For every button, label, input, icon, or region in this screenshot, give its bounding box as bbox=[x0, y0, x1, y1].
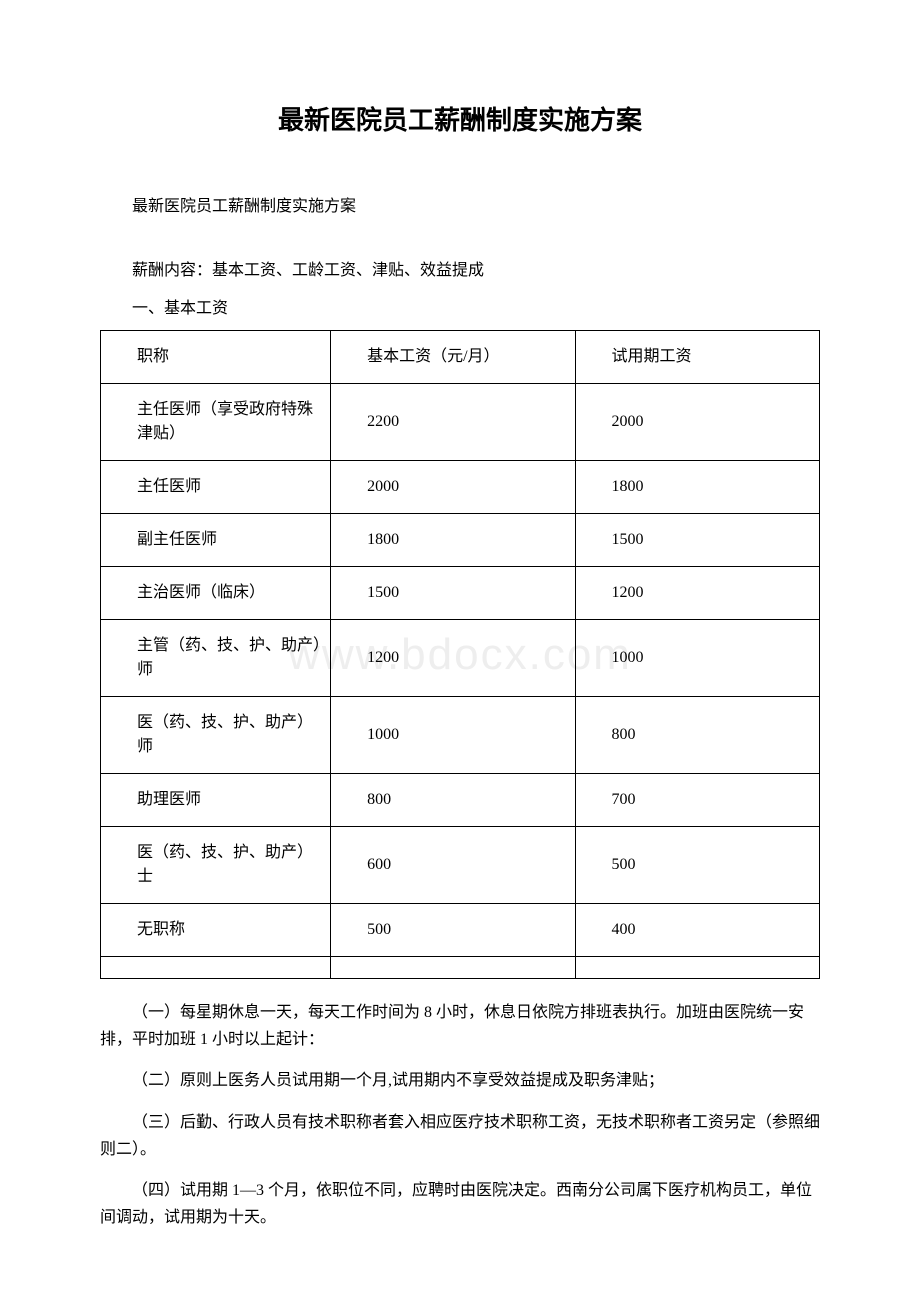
cell-trial: 1000 bbox=[575, 620, 819, 697]
cell-salary: 2000 bbox=[331, 461, 575, 514]
cell-trial: 400 bbox=[575, 904, 819, 957]
table-empty-row bbox=[101, 957, 820, 979]
empty-cell bbox=[575, 957, 819, 979]
table-row: 主任医师（享受政府特殊津贴） 2200 2000 bbox=[101, 384, 820, 461]
section-heading: 一、基本工资 bbox=[100, 294, 820, 318]
subtitle: 最新医院员工薪酬制度实施方案 bbox=[100, 192, 820, 216]
salary-table: 职称 基本工资（元/月） 试用期工资 主任医师（享受政府特殊津贴） 2200 2… bbox=[100, 330, 820, 979]
cell-title: 助理医师 bbox=[101, 774, 331, 827]
table-row: 主管（药、技、护、助产）师 1200 1000 bbox=[101, 620, 820, 697]
cell-salary: 800 bbox=[331, 774, 575, 827]
cell-trial: 1200 bbox=[575, 567, 819, 620]
paragraph-3: （三）后勤、行政人员有技术职称者套入相应医疗技术职称工资，无技术职称者工资另定（… bbox=[100, 1109, 820, 1163]
cell-title: 主治医师（临床） bbox=[101, 567, 331, 620]
cell-trial: 700 bbox=[575, 774, 819, 827]
cell-title: 副主任医师 bbox=[101, 514, 331, 567]
cell-title: 医（药、技、护、助产）士 bbox=[101, 827, 331, 904]
cell-title: 无职称 bbox=[101, 904, 331, 957]
table-row: 无职称 500 400 bbox=[101, 904, 820, 957]
empty-cell bbox=[331, 957, 575, 979]
cell-trial: 2000 bbox=[575, 384, 819, 461]
table-row: 副主任医师 1800 1500 bbox=[101, 514, 820, 567]
table-row: 主任医师 2000 1800 bbox=[101, 461, 820, 514]
header-col1: 职称 bbox=[101, 331, 331, 384]
cell-salary: 1800 bbox=[331, 514, 575, 567]
cell-trial: 500 bbox=[575, 827, 819, 904]
paragraph-4: （四）试用期 1—3 个月，依职位不同，应聘时由医院决定。西南分公司属下医疗机构… bbox=[100, 1177, 820, 1231]
page-title: 最新医院员工薪酬制度实施方案 bbox=[100, 100, 820, 137]
cell-trial: 800 bbox=[575, 697, 819, 774]
empty-cell bbox=[101, 957, 331, 979]
cell-salary: 2200 bbox=[331, 384, 575, 461]
paragraph-1: （一）每星期休息一天，每天工作时间为 8 小时，休息日依院方排班表执行。加班由医… bbox=[100, 999, 820, 1053]
cell-salary: 500 bbox=[331, 904, 575, 957]
table-row: 医（药、技、护、助产）师 1000 800 bbox=[101, 697, 820, 774]
cell-title: 主任医师 bbox=[101, 461, 331, 514]
cell-salary: 1200 bbox=[331, 620, 575, 697]
table-row: 医（药、技、护、助产）士 600 500 bbox=[101, 827, 820, 904]
table-row: 助理医师 800 700 bbox=[101, 774, 820, 827]
header-col3: 试用期工资 bbox=[575, 331, 819, 384]
cell-trial: 1800 bbox=[575, 461, 819, 514]
table-row: 主治医师（临床） 1500 1200 bbox=[101, 567, 820, 620]
cell-title: 主任医师（享受政府特殊津贴） bbox=[101, 384, 331, 461]
cell-title: 医（药、技、护、助产）师 bbox=[101, 697, 331, 774]
paragraph-2: （二）原则上医务人员试用期一个月,试用期内不享受效益提成及职务津贴； bbox=[100, 1067, 820, 1094]
cell-salary: 600 bbox=[331, 827, 575, 904]
table-header-row: 职称 基本工资（元/月） 试用期工资 bbox=[101, 331, 820, 384]
content-line: 薪酬内容：基本工资、工龄工资、津贴、效益提成 bbox=[100, 256, 820, 280]
cell-salary: 1500 bbox=[331, 567, 575, 620]
cell-salary: 1000 bbox=[331, 697, 575, 774]
cell-trial: 1500 bbox=[575, 514, 819, 567]
header-col2: 基本工资（元/月） bbox=[331, 331, 575, 384]
cell-title: 主管（药、技、护、助产）师 bbox=[101, 620, 331, 697]
